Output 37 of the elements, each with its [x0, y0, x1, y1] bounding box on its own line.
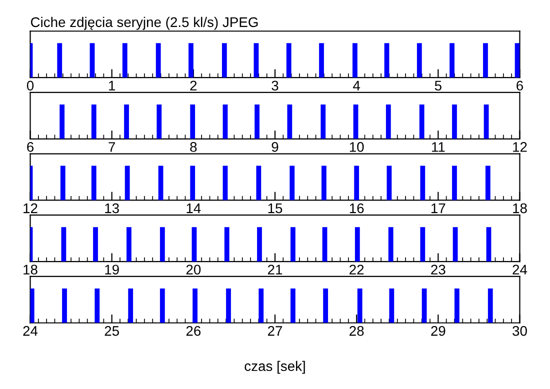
x-tick-label: 18: [513, 203, 527, 214]
x-tick-label: 12: [513, 142, 527, 152]
x-tick-label: 11: [432, 142, 445, 152]
x-tick-label: 25: [104, 326, 119, 336]
x-tick-label: 7: [108, 142, 115, 152]
x-tick-label: 13: [105, 203, 119, 214]
x-tick-label: 10: [350, 142, 364, 152]
x-tick-label: 4: [353, 80, 360, 90]
x-tick-label: 6: [27, 142, 34, 152]
x-tick-label: 17: [432, 204, 446, 214]
x-tick-label: 0: [26, 80, 34, 91]
x-tick-label: 1: [109, 80, 116, 90]
x-axis-title: czas [sek]: [244, 360, 305, 374]
x-tick-label: 2: [190, 80, 197, 90]
x-tick-label: 15: [268, 204, 282, 214]
x-tick-label: 21: [268, 264, 282, 274]
x-tick-label: 23: [431, 264, 446, 275]
x-tick-label: 20: [186, 264, 201, 275]
x-tick-label: 14: [186, 204, 201, 214]
x-tick-label: 9: [272, 142, 278, 152]
x-tick-label: 6: [516, 80, 523, 91]
x-tick-label: 8: [190, 142, 197, 152]
x-tick-label: 12: [24, 203, 38, 214]
x-tick-label: 24: [512, 264, 528, 274]
x-tick-label: 3: [272, 80, 278, 91]
x-tick-label: 22: [350, 264, 364, 274]
x-tick-label: 26: [186, 326, 201, 336]
x-tick-label: 24: [23, 326, 38, 336]
x-tick-label: 28: [350, 326, 364, 336]
x-tick-label: 5: [434, 80, 442, 91]
x-tick-label: 30: [512, 326, 527, 336]
chart-title: Ciche zdjęcia seryjne (2.5 kl/s) JPEG: [30, 16, 258, 30]
x-tick-label: 27: [268, 326, 282, 336]
x-tick-label: 19: [105, 264, 119, 275]
x-tick-label: 29: [431, 326, 446, 336]
x-tick-label: 18: [24, 264, 38, 275]
x-tick-label: 16: [350, 203, 364, 214]
